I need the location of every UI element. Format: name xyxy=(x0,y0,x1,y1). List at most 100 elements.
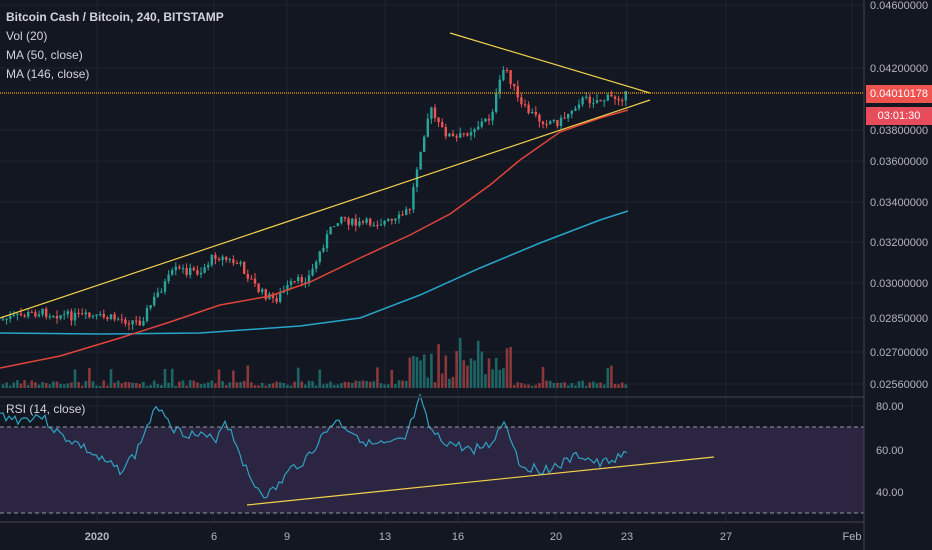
volume-bar xyxy=(304,384,307,388)
volume-bar xyxy=(502,368,505,388)
candle-body xyxy=(52,315,55,317)
volume-bar xyxy=(613,383,617,388)
volume-bar xyxy=(318,369,322,388)
candle-body xyxy=(99,313,102,315)
candle-body xyxy=(491,112,494,121)
candle-body xyxy=(430,107,433,119)
candle-body xyxy=(185,268,188,275)
volume-bar xyxy=(77,382,80,388)
candle-body xyxy=(45,308,48,317)
candle-body xyxy=(246,274,249,279)
volume-bar xyxy=(516,382,520,388)
volume-bar xyxy=(408,357,412,388)
volume-bar xyxy=(484,374,487,388)
candle-body xyxy=(304,282,307,284)
study-ma146[interactable]: MA (146, close) xyxy=(6,67,90,81)
volume-bar xyxy=(491,369,494,388)
candle-body xyxy=(73,312,77,321)
candle-body xyxy=(556,120,559,126)
candle-body xyxy=(41,308,44,315)
candle-body xyxy=(131,320,134,325)
volume-bar xyxy=(59,383,62,388)
candle-body xyxy=(250,278,253,280)
study-ma50[interactable]: MA (50, close) xyxy=(6,48,83,62)
volume-bar xyxy=(332,384,336,388)
candle-body xyxy=(419,151,422,170)
time-tick-label: Feb xyxy=(843,531,862,543)
candle-body xyxy=(66,311,69,315)
candle-body xyxy=(207,264,210,268)
volume-bar xyxy=(595,383,599,388)
price-tick-label: 0.03600000 xyxy=(870,156,928,168)
volume-bar xyxy=(354,380,358,388)
volume-bar xyxy=(473,360,476,388)
price-tick-label: 0.03400000 xyxy=(870,197,928,209)
candle-body xyxy=(286,285,289,291)
volume-bar xyxy=(66,383,70,388)
candle-body xyxy=(495,93,498,113)
candle-body xyxy=(527,104,530,114)
time-axis-ticks[interactable]: 2020 6 9 13 16 20 23 27 Feb xyxy=(85,531,862,543)
candle-body xyxy=(48,316,51,318)
volume-bar xyxy=(34,382,37,388)
volume-bar xyxy=(422,354,426,388)
volume-bar xyxy=(419,360,422,388)
volume-bar xyxy=(268,384,271,388)
volume-bar xyxy=(440,373,444,388)
candle-body xyxy=(149,305,152,309)
volume-bar xyxy=(73,369,77,388)
volume-bar xyxy=(415,356,419,388)
volume-bar xyxy=(509,347,512,388)
volume-bar xyxy=(149,384,152,388)
candle-body xyxy=(567,113,570,119)
candle-body xyxy=(397,214,401,219)
volume-bar xyxy=(88,368,91,388)
trendline[interactable] xyxy=(246,456,715,506)
candle-body xyxy=(171,270,174,275)
volume-bar xyxy=(437,344,440,388)
time-tick-label: 27 xyxy=(720,531,732,543)
volume-bar xyxy=(30,380,34,388)
volume-bars xyxy=(1,337,628,388)
study-vol[interactable]: Vol (20) xyxy=(6,29,48,43)
candle-body xyxy=(347,218,350,225)
volume-bar xyxy=(44,383,48,388)
candle-body xyxy=(513,83,516,87)
candle-body xyxy=(480,121,483,127)
volume-bar xyxy=(617,384,620,388)
candle-body xyxy=(358,221,361,226)
volume-bar xyxy=(16,380,19,388)
time-tick-label: 20 xyxy=(550,531,562,543)
study-rsi[interactable]: RSI (14, close) xyxy=(6,402,86,416)
trendline[interactable] xyxy=(0,99,651,319)
candle-body xyxy=(95,314,98,316)
candle-body xyxy=(192,267,195,271)
volume-bar xyxy=(178,381,181,388)
symbol-title[interactable]: Bitcoin Cash / Bitcoin, 240, BITSTAMP xyxy=(6,10,224,24)
candle-body xyxy=(27,311,30,317)
volume-bar xyxy=(372,381,376,388)
time-tick-label: 6 xyxy=(211,531,217,543)
volume-bar xyxy=(109,369,113,388)
candle-body xyxy=(109,314,113,320)
volume-bar xyxy=(512,385,516,388)
volume-bar xyxy=(55,381,59,388)
volume-bar xyxy=(293,381,296,388)
candle-body xyxy=(387,218,390,221)
volume-bar xyxy=(329,381,332,388)
volume-bar xyxy=(160,385,163,388)
trendline[interactable] xyxy=(449,32,651,94)
volume-bar xyxy=(134,382,138,388)
candle-body xyxy=(376,225,379,227)
volume-bar xyxy=(95,385,98,388)
volume-bar xyxy=(282,383,286,388)
volume-bar xyxy=(404,381,408,388)
price-axis-ticks[interactable]: 0.04600000 0.04200000 0.03800000 0.03600000… xyxy=(870,0,928,391)
candle-body xyxy=(5,318,8,320)
volume-bar xyxy=(350,382,354,388)
volume-bar xyxy=(19,383,23,388)
ma146-line xyxy=(0,210,629,335)
volume-bar xyxy=(246,365,250,388)
candle-body xyxy=(570,110,573,114)
